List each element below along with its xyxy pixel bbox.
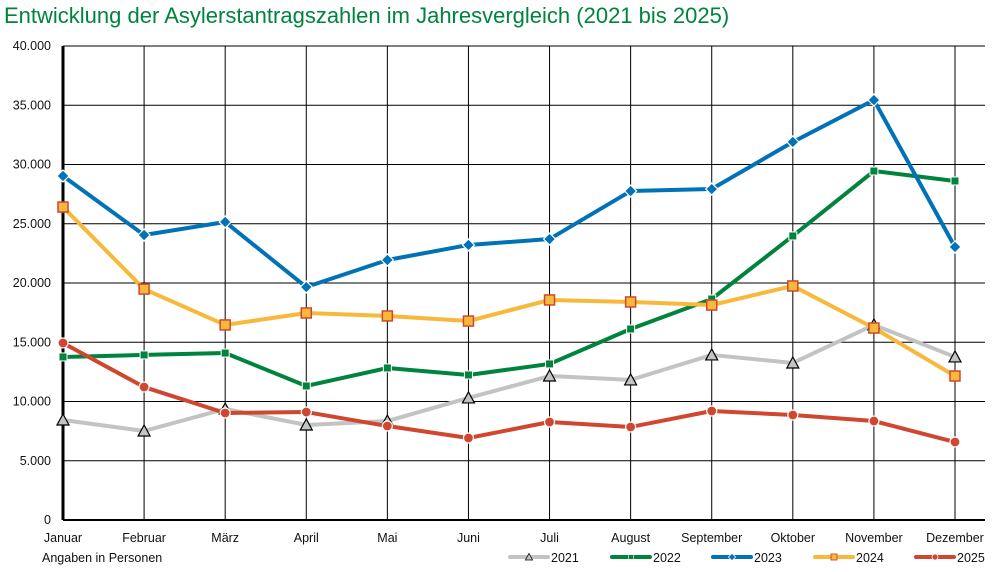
- series-line-2024: [61, 205, 957, 378]
- series-line-2022: [62, 169, 956, 388]
- data-point: [137, 228, 151, 242]
- legend-label: 2025: [957, 551, 985, 565]
- data-point: [57, 201, 69, 213]
- x-tick-label: März: [211, 531, 239, 545]
- data-point: [382, 363, 392, 373]
- data-point: [706, 405, 718, 417]
- data-point: [727, 552, 737, 562]
- data-point: [545, 359, 555, 369]
- data-point: [299, 417, 314, 431]
- data-point: [219, 407, 231, 419]
- x-tick-label: September: [681, 531, 742, 545]
- y-tick-label: 20.000: [13, 276, 51, 290]
- series-line-2025: [62, 341, 956, 444]
- unit-note: Angaben in Personen: [42, 551, 162, 565]
- y-tick-label: 30.000: [13, 158, 51, 172]
- series-line-2023: [61, 98, 957, 290]
- x-tick-label: November: [845, 531, 903, 545]
- data-point: [948, 240, 962, 254]
- data-point: [628, 554, 634, 560]
- data-point: [218, 215, 233, 229]
- data-point: [543, 294, 556, 306]
- data-point: [381, 310, 394, 322]
- x-tick-label: Oktober: [771, 531, 815, 545]
- x-tick-label: August: [611, 531, 650, 545]
- data-point: [869, 166, 879, 176]
- data-point: [785, 135, 800, 149]
- y-tick-label: 0: [44, 513, 51, 527]
- data-point: [542, 232, 557, 246]
- chart-title: Entwicklung der Asylerstantragszahlen im…: [4, 3, 730, 28]
- data-point: [931, 553, 939, 561]
- data-point: [138, 381, 150, 393]
- y-tick-label: 25.000: [13, 217, 51, 231]
- legend-label: 2024: [856, 551, 884, 565]
- data-point: [785, 355, 800, 369]
- data-point: [462, 432, 475, 444]
- data-point: [949, 436, 961, 448]
- data-point: [461, 390, 476, 404]
- x-tick-label: Februar: [122, 531, 166, 545]
- data-point: [830, 553, 838, 561]
- y-tick-label: 10.000: [13, 395, 51, 409]
- data-point: [300, 406, 312, 418]
- data-point: [950, 176, 960, 186]
- data-point: [58, 352, 68, 362]
- data-point: [463, 370, 473, 380]
- data-point: [380, 253, 395, 267]
- y-tick-label: 35.000: [13, 98, 51, 112]
- data-point: [868, 322, 880, 334]
- data-point: [299, 280, 314, 294]
- x-tick-label: Mai: [377, 531, 397, 545]
- y-tick-label: 5.000: [20, 454, 51, 468]
- x-tick-label: Januar: [44, 531, 82, 545]
- x-tick-label: Juli: [540, 531, 559, 545]
- data-point: [623, 372, 638, 386]
- legend-label: 2023: [754, 551, 782, 565]
- data-point: [788, 231, 798, 241]
- data-point: [704, 182, 719, 196]
- series-line-2021: [62, 322, 956, 434]
- y-tick-label: 15.000: [13, 335, 51, 349]
- legend-label: 2022: [653, 551, 681, 565]
- data-point: [219, 319, 231, 331]
- data-point: [139, 350, 149, 360]
- data-point: [524, 552, 534, 561]
- data-point: [625, 421, 637, 433]
- data-point: [787, 409, 799, 421]
- data-point: [462, 315, 475, 327]
- x-tick-label: April: [294, 531, 319, 545]
- data-point: [704, 347, 719, 361]
- data-point: [57, 337, 69, 349]
- data-point: [626, 324, 636, 334]
- data-point: [56, 169, 70, 183]
- x-tick-label: Juni: [457, 531, 480, 545]
- data-point: [705, 299, 718, 311]
- data-point: [138, 283, 150, 295]
- x-tick-label: Dezember: [926, 531, 984, 545]
- data-point: [55, 412, 71, 426]
- data-point: [947, 349, 963, 363]
- y-tick-label: 40.000: [13, 39, 51, 53]
- data-point: [949, 370, 961, 382]
- data-point: [300, 307, 313, 319]
- data-point: [624, 296, 637, 308]
- data-point: [137, 423, 152, 437]
- data-point: [542, 368, 557, 382]
- data-point: [461, 238, 476, 252]
- data-point: [868, 415, 880, 427]
- legend-label: 2021: [551, 551, 579, 565]
- data-point: [301, 381, 311, 391]
- data-point: [543, 416, 556, 428]
- data-point: [867, 93, 881, 107]
- data-point: [787, 280, 799, 292]
- data-point: [381, 420, 393, 432]
- data-point: [220, 348, 230, 358]
- data-point: [623, 184, 638, 198]
